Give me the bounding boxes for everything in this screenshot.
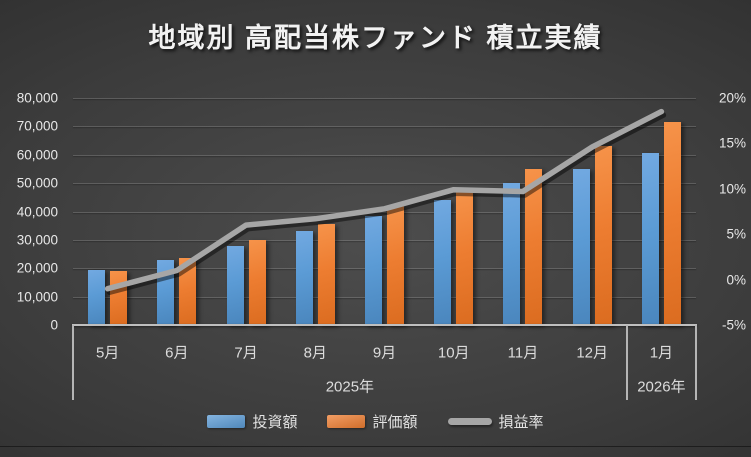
left-axis-tick-label: 40,000: [16, 204, 58, 219]
month-label-5月: 5月: [95, 344, 120, 362]
month-label-12月: 12月: [576, 344, 608, 362]
axis-group-divider: [695, 325, 697, 400]
right-axis-tick-label: 10%: [718, 181, 746, 197]
bar-投資額-5月[interactable]: [88, 269, 106, 325]
legend-bar-swatch: [327, 415, 366, 428]
bar-投資額-9月[interactable]: [365, 215, 382, 325]
legend-label: 評価額: [372, 414, 418, 431]
bar-投資額-12月[interactable]: [572, 168, 590, 325]
bar-投資額-7月[interactable]: [226, 245, 244, 325]
left-axis-tick-label: 60,000: [16, 147, 58, 163]
left-axis-tick-label: 70,000: [16, 118, 58, 134]
bar-評価額-7月[interactable]: [248, 239, 266, 325]
left-axis-tick-label: 0: [50, 317, 58, 333]
month-label-8月: 8月: [303, 344, 327, 362]
rate-line-shadow: [106, 112, 667, 295]
left-axis-tick-label: 30,000: [16, 232, 58, 248]
year-label: 2026年: [637, 378, 686, 396]
left-axis-tick-label: 50,000: [16, 175, 58, 191]
month-label-6月: 6月: [165, 344, 189, 362]
gridline: [73, 126, 696, 128]
gridline: [73, 211, 696, 213]
legend: 投資額 評価額 損益率: [0, 411, 751, 432]
right-axis-tick-label: -5%: [721, 317, 746, 333]
bar-評価額-8月[interactable]: [317, 224, 335, 325]
bar-投資額-1月[interactable]: [641, 153, 659, 325]
month-label-11月: 11月: [507, 344, 539, 362]
axis-group-divider: [626, 325, 628, 400]
bar-評価額-12月[interactable]: [594, 146, 612, 325]
axis-group-divider: [72, 325, 74, 400]
left-axis-tick-label: 10,000: [16, 289, 58, 305]
month-label-7月: 7月: [234, 344, 258, 362]
x-axis-line: [72, 324, 697, 326]
bar-評価額-11月[interactable]: [525, 168, 543, 325]
right-axis-tick-label: 0%: [726, 272, 746, 288]
rate-line-chart: [104, 108, 667, 295]
plot-area: [73, 98, 696, 325]
gridline: [73, 239, 696, 241]
gridline: [73, 296, 696, 298]
bar-投資額-11月[interactable]: [503, 183, 521, 325]
bar-投資額-10月[interactable]: [434, 200, 452, 325]
gridline: [73, 98, 696, 99]
legend-line-swatch: [447, 418, 492, 425]
legend-item-投資額[interactable]: 投資額: [207, 411, 297, 432]
month-label-9月: 9月: [372, 344, 397, 362]
bar-評価額-6月[interactable]: [179, 258, 197, 325]
left-axis-tick-label: 20,000: [16, 260, 58, 276]
legend-bar-swatch: [207, 415, 246, 428]
right-axis-tick-label: 5%: [726, 226, 746, 242]
right-axis-tick-label: 15%: [718, 135, 746, 151]
legend-label: 投資額: [252, 414, 298, 431]
bar-評価額-1月[interactable]: [663, 122, 681, 325]
left-axis-tick-label: 80,000: [16, 90, 58, 106]
legend-item-損益率[interactable]: 損益率: [447, 411, 544, 432]
legend-label: 損益率: [498, 414, 544, 431]
bar-評価額-10月[interactable]: [456, 191, 474, 325]
bar-投資額-8月[interactable]: [295, 231, 313, 325]
bar-評価額-9月[interactable]: [387, 205, 404, 325]
chart-border-bottom: [0, 446, 751, 447]
gridline: [73, 183, 696, 185]
month-label-1月: 1月: [649, 344, 674, 362]
right-axis-tick-label: 20%: [718, 90, 746, 106]
legend-item-評価額[interactable]: 評価額: [327, 411, 418, 432]
year-label: 2025年: [325, 378, 375, 396]
gridline: [73, 268, 696, 270]
month-label-10月: 10月: [437, 344, 470, 362]
gridline: [73, 154, 696, 156]
rate-line[interactable]: [104, 108, 665, 292]
chart-title: 地域別 高配当株ファンド 積立実績: [148, 23, 603, 53]
